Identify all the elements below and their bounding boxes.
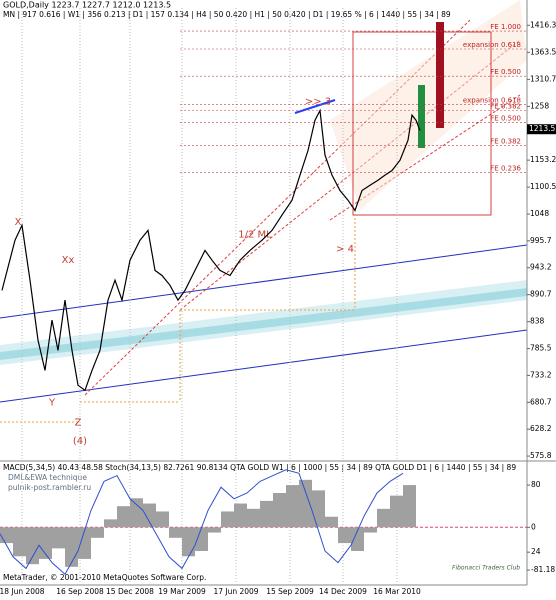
histogram-bar (117, 506, 130, 528)
x-tick-label: 15 Dec 2008 (106, 587, 154, 596)
histogram-bar (39, 527, 52, 559)
level-label: expansion 0.618 (463, 96, 521, 104)
wave-label: Y (48, 398, 56, 409)
histogram-bar (182, 527, 195, 557)
y-tick-label: 890.7 (530, 290, 552, 299)
wave-label: Z (75, 418, 82, 429)
y-tick-label: 1310.7 (530, 74, 556, 83)
note: DML&EWA technique (8, 473, 87, 482)
x-tick-label: 15 Sep 2009 (266, 587, 314, 596)
wave-label: X (15, 217, 22, 228)
y-tick-label: 943.2 (530, 263, 552, 272)
histogram-bar (156, 511, 169, 528)
histogram-bar (52, 527, 65, 549)
histogram-bar (26, 527, 39, 565)
histogram-bar (312, 490, 325, 528)
y-tick-label: 1100.5 (530, 182, 556, 191)
last-price-label: 1213.5 (529, 124, 555, 133)
chart-title: GOLD,Daily 1223.7 1227.7 1212.0 1213.5 (3, 1, 171, 10)
channel-line (0, 244, 528, 319)
target-box (352, 31, 492, 216)
band-core (0, 288, 527, 360)
histogram-bar (143, 503, 156, 528)
histogram-bar (208, 527, 221, 533)
histogram-bar (377, 508, 390, 528)
y-tick-label: 628.2 (530, 424, 552, 433)
level-label: FE 0.236 (490, 165, 521, 173)
level-label: expansion 0.618 (463, 41, 521, 49)
level-label: FE 0.500 (490, 68, 521, 76)
histogram-bar (403, 485, 416, 528)
price-line (1, 108, 421, 392)
wave-label: Xx (62, 255, 75, 266)
y-tick-label: 785.5 (530, 344, 552, 353)
y-tick-label: 1153.2 (530, 155, 556, 164)
panel-title: MACD(5,34,5) 40.43 48.58 Stoch(34,13,5) … (3, 463, 516, 472)
wave-label: 1/2 ML (238, 230, 272, 241)
x-tick-label: 19 Mar 2009 (158, 587, 206, 596)
x-tick-label: 16 Sep 2008 (56, 587, 104, 596)
x-tick-label: 14 Dec 2009 (319, 587, 367, 596)
histogram-bar (299, 479, 312, 528)
histogram-bar (169, 527, 182, 538)
histogram-bar (78, 527, 91, 559)
histogram-bar (13, 527, 26, 557)
histogram-bar (221, 511, 234, 528)
note: pulnik-post.rambler.ru (8, 483, 91, 492)
chart-subtitle: MN | 917 0.616 | W1 | 356 0.213 | D1 | 1… (3, 10, 451, 19)
y-tick-label: 1363.5 (530, 47, 556, 56)
histogram-bar (130, 498, 143, 528)
level-label: FE 0.382 (490, 103, 521, 111)
y-tick-label: 1048 (530, 209, 549, 218)
level-label: FE 0.382 (490, 137, 521, 145)
histogram-bar (195, 527, 208, 551)
histogram-bar (273, 493, 286, 528)
histogram-bar (91, 527, 104, 538)
y-tick-label: 1416.3 (530, 20, 556, 29)
histogram-bar (286, 485, 299, 528)
y-tick-label: 575.8 (530, 451, 552, 460)
y-tick-label: 995.7 (530, 236, 552, 245)
level-label: FE 1.000 (490, 23, 521, 31)
histogram-bar (65, 527, 78, 567)
y-tick-label: 1258 (530, 101, 549, 110)
histogram-bar (234, 503, 247, 528)
wave-label: > 4 (336, 244, 354, 255)
histogram-bar (260, 500, 273, 528)
y-tick-label: 680.7 (530, 397, 552, 406)
zone-bar (436, 22, 444, 128)
histogram-bar (325, 516, 338, 528)
histogram-bar (247, 508, 260, 528)
y-tick-label: 838 (530, 317, 545, 326)
x-tick-label: 16 Mar 2010 (373, 587, 421, 596)
x-tick-label: 18 Jun 2008 (0, 587, 45, 596)
y-tick-label: -81.18 (531, 565, 555, 574)
y2-tick-label: 24 (531, 547, 541, 556)
histogram-bar (104, 519, 117, 528)
y-tick-label: 0 (531, 522, 536, 531)
wave-label: (4) (73, 436, 87, 447)
level-label: FE 0.500 (490, 114, 521, 122)
fork-shade (330, 0, 527, 210)
trend-mark (294, 99, 336, 114)
wave-label: >> 3 (305, 96, 331, 107)
channel-line (0, 329, 528, 403)
footer: MetaTrader, © 2001-2010 MetaQuotes Softw… (3, 573, 206, 582)
histogram-bar (351, 527, 364, 551)
stoch-line (0, 469, 404, 575)
histogram-bar (338, 527, 351, 544)
y-tick-label: 733.2 (530, 370, 552, 379)
histogram-bar (364, 527, 377, 533)
x-tick-label: 17 Jun 2009 (213, 587, 258, 596)
zone-bar (418, 85, 425, 148)
note: Fibonacci Traders Club (452, 565, 520, 572)
y-tick-label: 80 (531, 480, 541, 489)
histogram-bar (0, 527, 13, 544)
histogram-bar (390, 495, 403, 528)
last-price-box (527, 124, 556, 135)
